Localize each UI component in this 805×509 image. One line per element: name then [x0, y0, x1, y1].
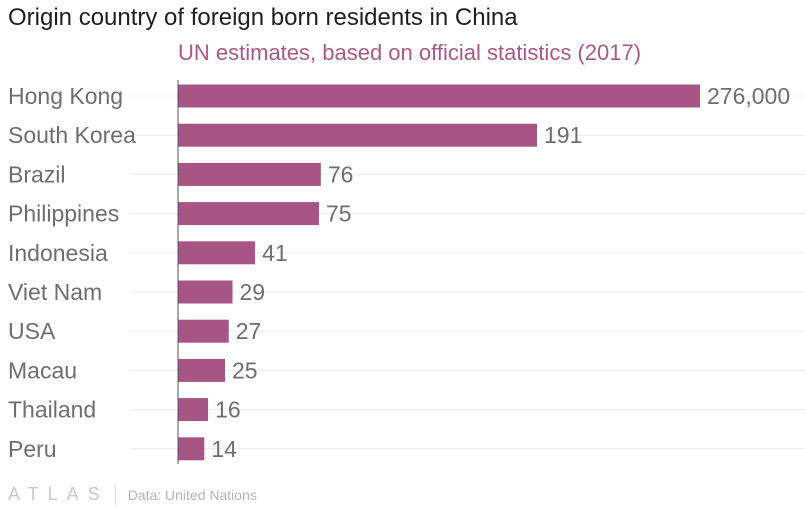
bar	[178, 358, 225, 382]
bar	[178, 123, 537, 147]
category-label: South Korea	[8, 122, 136, 148]
bar	[178, 280, 233, 304]
atlas-logo: ATLAS	[8, 484, 109, 504]
chart-subtitle: UN estimates, based on official statisti…	[178, 40, 642, 65]
bar	[178, 162, 321, 186]
category-label: Thailand	[8, 397, 96, 423]
category-label: Indonesia	[8, 240, 108, 266]
value-label: 75	[326, 201, 352, 227]
bar	[178, 437, 205, 461]
category-label: Philippines	[8, 201, 119, 227]
category-label: Hong Kong	[8, 83, 123, 109]
category-label: USA	[8, 318, 56, 344]
value-label: 27	[236, 318, 262, 344]
value-label: 25	[232, 357, 258, 383]
category-label: Peru	[8, 436, 57, 462]
bar	[178, 84, 700, 108]
bar	[178, 202, 319, 226]
source-note: Data: United Nations	[127, 486, 257, 503]
footer-divider	[114, 484, 116, 505]
value-label: 191	[544, 122, 582, 148]
value-label: 41	[262, 240, 288, 266]
value-label: 29	[240, 279, 266, 305]
category-label: Brazil	[8, 161, 66, 187]
chart-footer: ATLAS Data: United Nations	[8, 484, 257, 505]
category-label: Macau	[8, 357, 77, 383]
chart-title: Origin country of foreign born residents…	[8, 4, 518, 31]
bar	[178, 319, 229, 343]
bar	[178, 398, 209, 422]
value-label: 76	[328, 161, 354, 187]
bar	[178, 241, 256, 265]
value-label: 14	[211, 436, 237, 462]
value-label: 276,000	[707, 83, 790, 109]
value-label: 16	[215, 397, 241, 423]
category-label: Viet Nam	[8, 279, 102, 305]
